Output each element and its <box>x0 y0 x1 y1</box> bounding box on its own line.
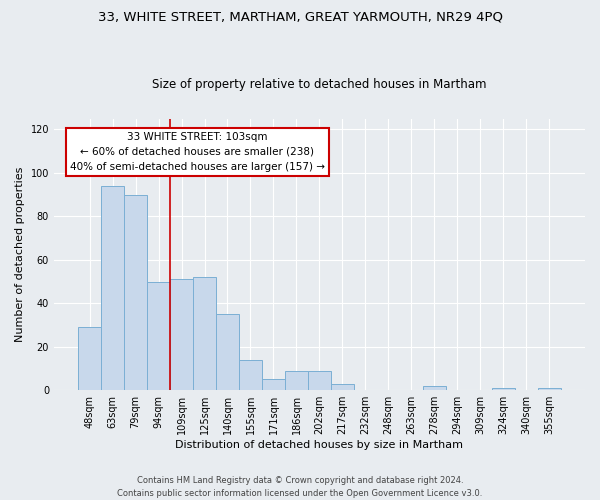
Bar <box>492 388 515 390</box>
Text: 33, WHITE STREET, MARTHAM, GREAT YARMOUTH, NR29 4PQ: 33, WHITE STREET, MARTHAM, GREAT YARMOUT… <box>97 10 503 23</box>
Bar <box>423 386 446 390</box>
Bar <box>538 388 561 390</box>
Text: 33 WHITE STREET: 103sqm
← 60% of detached houses are smaller (238)
40% of semi-d: 33 WHITE STREET: 103sqm ← 60% of detache… <box>70 132 325 172</box>
Bar <box>308 370 331 390</box>
X-axis label: Distribution of detached houses by size in Martham: Distribution of detached houses by size … <box>175 440 463 450</box>
Bar <box>193 277 216 390</box>
Bar <box>331 384 354 390</box>
Bar <box>216 314 239 390</box>
Bar <box>147 282 170 390</box>
Bar <box>78 327 101 390</box>
Bar <box>285 370 308 390</box>
Bar <box>239 360 262 390</box>
Bar <box>124 194 147 390</box>
Y-axis label: Number of detached properties: Number of detached properties <box>15 166 25 342</box>
Bar <box>170 280 193 390</box>
Bar <box>101 186 124 390</box>
Text: Contains HM Land Registry data © Crown copyright and database right 2024.
Contai: Contains HM Land Registry data © Crown c… <box>118 476 482 498</box>
Bar <box>262 380 285 390</box>
Title: Size of property relative to detached houses in Martham: Size of property relative to detached ho… <box>152 78 487 91</box>
